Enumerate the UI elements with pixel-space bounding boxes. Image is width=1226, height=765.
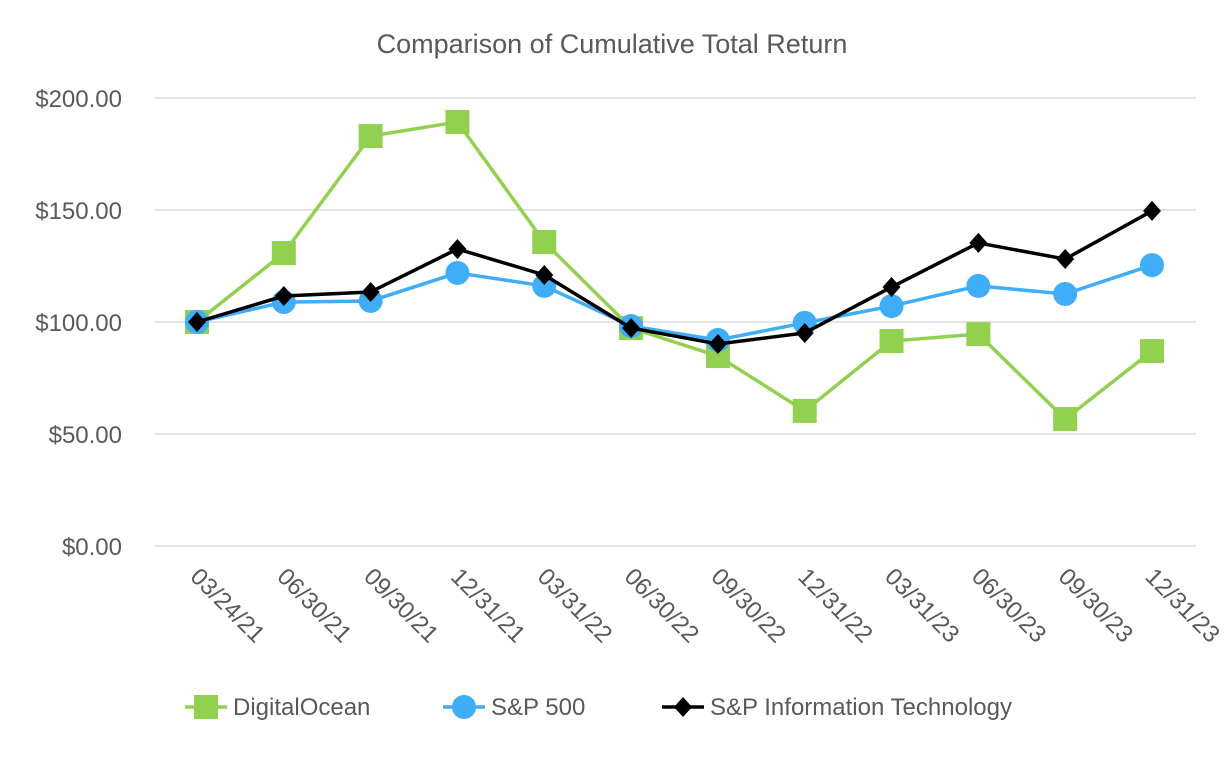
x-tick-label: 12/31/22	[792, 563, 877, 648]
data-point-circle	[879, 294, 904, 319]
data-point-square	[271, 241, 296, 266]
x-tick-label: 12/31/21	[445, 563, 530, 648]
y-tick-label: $50.00	[49, 422, 122, 449]
data-point-diamond	[882, 277, 901, 298]
series-layer	[185, 109, 1164, 431]
y-tick-label: $200.00	[35, 86, 122, 113]
data-point-circle	[445, 260, 470, 285]
series-line	[196, 263, 1153, 342]
data-point-diamond	[795, 322, 814, 343]
data-point-square	[532, 230, 557, 255]
data-point-square	[879, 329, 904, 354]
data-point-diamond	[448, 238, 467, 259]
x-tick-label: 09/30/23	[1053, 563, 1138, 648]
data-point-square	[1140, 339, 1164, 364]
x-tick-label: 09/30/22	[706, 563, 791, 648]
data-point-square	[966, 322, 991, 347]
y-tick-label: $100.00	[35, 310, 122, 337]
legend: DigitalOcean S&P 500 S&P Information Techn…	[185, 694, 1012, 721]
x-axis: 03/24/21 06/30/21 09/30/21 12/31/21 03/31/22…	[185, 563, 1225, 648]
legend-label: S&P 500	[491, 694, 585, 721]
legend-item: S&P Information Technology	[662, 694, 1012, 721]
data-point-diamond	[708, 333, 727, 354]
x-tick-label: 12/31/23	[1140, 563, 1225, 648]
data-point-diamond	[622, 318, 641, 339]
legend-item: DigitalOcean	[185, 694, 370, 721]
x-tick-label: 09/30/21	[358, 563, 443, 648]
series-line	[195, 120, 1154, 422]
legend-marker-icon	[194, 695, 218, 719]
series-s-p-information-technology	[188, 200, 1161, 354]
data-point-circle	[966, 273, 991, 298]
x-tick-label: 06/30/21	[272, 563, 357, 648]
x-tick-label: 06/30/22	[619, 563, 704, 648]
legend-marker-icon	[452, 695, 476, 719]
data-point-diamond	[361, 281, 380, 302]
data-point-square	[792, 398, 817, 423]
x-tick-label: 06/30/23	[966, 563, 1051, 648]
data-point-square	[445, 109, 470, 134]
data-point-diamond	[188, 312, 206, 332]
legend-item: S&P 500	[443, 694, 585, 721]
chart-title: Comparison of Cumulative Total Return	[377, 29, 848, 59]
data-point-circle	[1140, 253, 1164, 278]
data-point-diamond	[969, 232, 988, 253]
data-point-diamond	[1056, 249, 1075, 270]
data-point-square	[358, 124, 383, 149]
series-digitalocean	[185, 109, 1164, 431]
y-axis: $0.00 $50.00 $100.00 $150.00 $200.00	[35, 86, 122, 561]
series-line	[196, 209, 1153, 346]
data-point-diamond	[535, 264, 554, 285]
legend-label: S&P Information Technology	[710, 694, 1012, 721]
y-tick-label: $0.00	[62, 534, 122, 561]
data-point-diamond	[274, 286, 293, 307]
data-point-square	[1053, 406, 1078, 431]
x-tick-label: 03/31/22	[532, 563, 617, 648]
x-tick-label: 03/31/23	[879, 563, 964, 648]
x-tick-label: 03/24/21	[185, 563, 270, 648]
data-point-circle	[1053, 282, 1078, 306]
y-tick-label: $150.00	[35, 198, 122, 225]
legend-marker-icon	[674, 697, 692, 717]
grid	[155, 97, 1196, 547]
legend-label: DigitalOcean	[233, 694, 370, 721]
data-point-diamond	[1143, 200, 1161, 221]
